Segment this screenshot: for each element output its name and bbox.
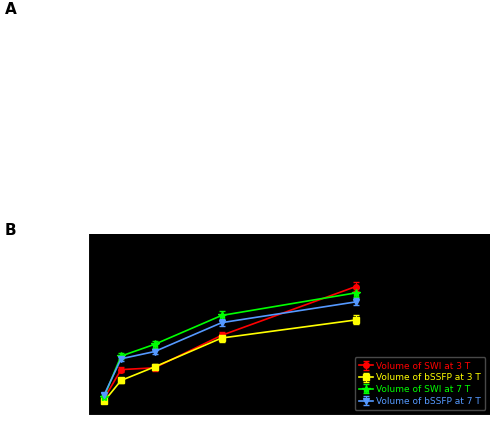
- Text: 7 T-bSSFP: 7 T-bSSFP: [60, 194, 108, 204]
- Text: A: A: [5, 2, 17, 17]
- Text: 125 cells
in 10 μL: 125 cells in 10 μL: [164, 4, 208, 26]
- Title: Volume versus number of cells: Volume versus number of cells: [192, 220, 385, 233]
- Text: 500 cells
in 10 μL: 500 cells in 10 μL: [336, 4, 380, 26]
- Text: 3 T-bSSFP: 3 T-bSSFP: [60, 89, 108, 99]
- Text: 250 cells
in 10 μL: 250 cells in 10 μL: [248, 4, 292, 26]
- Text: 62 cells
in 10 μL: 62 cells in 10 μL: [82, 4, 122, 26]
- Text: 3 T-SWI: 3 T-SWI: [60, 36, 96, 45]
- X-axis label: Number of cells (×10³): Number of cells (×10³): [225, 439, 352, 446]
- Text: B: B: [5, 223, 16, 238]
- Y-axis label: Volume (mm³) of cells: Volume (mm³) of cells: [50, 263, 59, 386]
- Text: 1,000 cells
in 10 μL: 1,000 cells in 10 μL: [416, 4, 469, 26]
- Legend: Volume of SWI at 3 T, Volume of bSSFP at 3 T, Volume of SWI at 7 T, Volume of bS: Volume of SWI at 3 T, Volume of bSSFP at…: [354, 357, 486, 410]
- Text: 7 T-SWI: 7 T-SWI: [60, 139, 96, 149]
